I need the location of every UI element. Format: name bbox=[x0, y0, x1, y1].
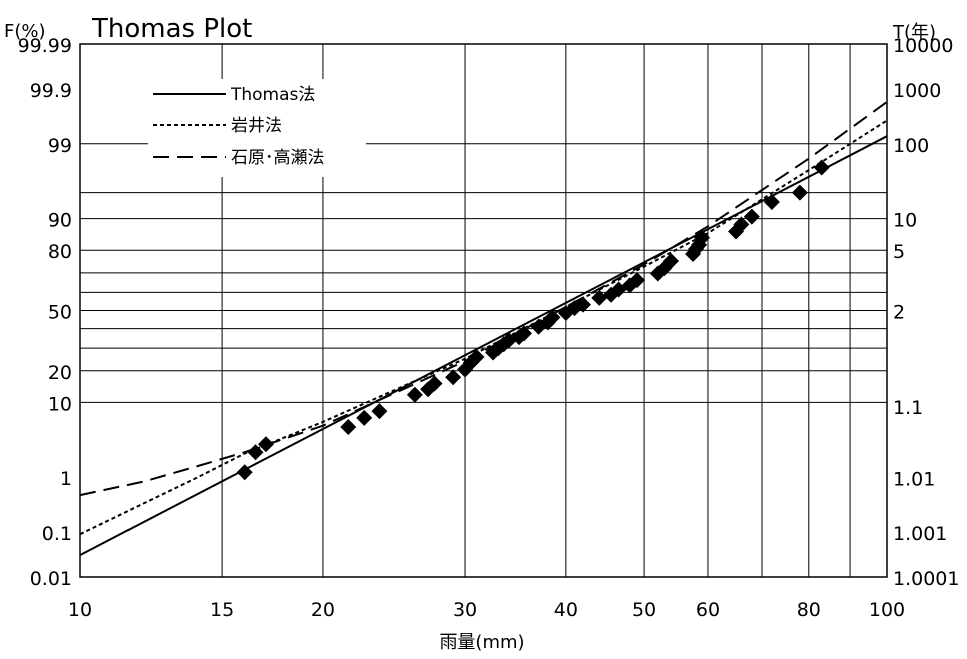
right-tick-label: 100 bbox=[893, 135, 929, 157]
x-tick-label: 20 bbox=[311, 599, 335, 621]
data-point bbox=[591, 289, 608, 306]
right-tick-label: 1.0001 bbox=[893, 568, 959, 590]
data-point bbox=[743, 208, 760, 225]
x-tick-labels: 10 15 20 30 40 50 60 80 100 bbox=[68, 599, 905, 621]
x-tick-label: 100 bbox=[869, 599, 905, 621]
data-point bbox=[813, 159, 830, 176]
data-point bbox=[694, 229, 711, 246]
chart-title: Thomas Plot bbox=[91, 14, 252, 44]
right-tick-label: 1.001 bbox=[893, 523, 947, 545]
data-point bbox=[371, 403, 388, 420]
left-tick-label: 0.1 bbox=[42, 523, 72, 545]
left-tick-label: 99 bbox=[48, 135, 72, 157]
x-tick-label: 40 bbox=[554, 599, 578, 621]
data-point bbox=[663, 253, 680, 270]
legend: Thomas法 岩井法 石原･高瀬法 bbox=[148, 79, 366, 177]
data-point bbox=[406, 386, 423, 403]
data-point bbox=[257, 436, 274, 453]
x-axis-label: 雨量(mm) bbox=[439, 632, 524, 653]
x-tick-label: 10 bbox=[68, 599, 92, 621]
right-tick-label: 5 bbox=[893, 241, 905, 263]
right-tick-labels: 1.0001 1.001 1.01 1.1 2 5 10 100 1000 10000 bbox=[893, 35, 959, 590]
data-point bbox=[791, 184, 808, 201]
right-tick-label: 10000 bbox=[893, 35, 953, 57]
x-tick-label: 50 bbox=[632, 599, 656, 621]
x-tick-label: 30 bbox=[453, 599, 477, 621]
left-tick-label: 10 bbox=[48, 393, 72, 415]
legend-label-thomas: Thomas法 bbox=[230, 85, 315, 105]
data-point bbox=[733, 216, 750, 233]
x-tick-label: 60 bbox=[696, 599, 720, 621]
data-point bbox=[763, 194, 780, 211]
data-point bbox=[574, 296, 591, 313]
series-line-0 bbox=[79, 135, 888, 556]
data-point bbox=[500, 332, 517, 349]
x-tick-label: 15 bbox=[210, 599, 234, 621]
data-point bbox=[544, 309, 561, 326]
data-points bbox=[236, 159, 830, 481]
left-tick-label: 99.9 bbox=[30, 80, 72, 102]
plot-frame bbox=[79, 43, 888, 578]
series-line-1 bbox=[79, 119, 888, 536]
right-tick-label: 10 bbox=[893, 210, 917, 232]
right-tick-label: 1.1 bbox=[893, 397, 923, 419]
x-tick-label: 80 bbox=[797, 599, 821, 621]
left-tick-label: 1 bbox=[60, 468, 72, 490]
left-tick-label: 50 bbox=[48, 302, 72, 324]
data-point bbox=[516, 325, 533, 342]
data-point bbox=[468, 349, 485, 366]
data-point bbox=[445, 369, 462, 386]
right-axis-label: T(年) bbox=[892, 22, 936, 43]
right-tick-label: 1.01 bbox=[893, 468, 935, 490]
data-point bbox=[247, 444, 264, 461]
legend-label-iwai: 岩井法 bbox=[231, 116, 282, 136]
left-axis-label: F(%) bbox=[4, 21, 46, 42]
left-tick-label: 0.01 bbox=[30, 568, 72, 590]
left-tick-labels: 0.01 0.1 1 10 20 50 80 90 99 99.9 99.99 bbox=[18, 35, 72, 590]
data-point bbox=[356, 409, 373, 426]
legend-label-ishihara: 石原･高瀬法 bbox=[231, 148, 325, 168]
right-tick-label: 2 bbox=[893, 302, 905, 324]
data-point bbox=[236, 464, 253, 481]
left-tick-label: 90 bbox=[48, 210, 72, 232]
legend-background bbox=[148, 79, 366, 177]
data-point bbox=[426, 375, 443, 392]
data-point bbox=[340, 419, 357, 436]
left-tick-label: 20 bbox=[48, 362, 72, 384]
left-tick-label: 80 bbox=[48, 241, 72, 263]
data-point bbox=[628, 272, 645, 289]
right-tick-label: 1000 bbox=[893, 80, 941, 102]
left-tick-label: 99.99 bbox=[18, 35, 72, 57]
